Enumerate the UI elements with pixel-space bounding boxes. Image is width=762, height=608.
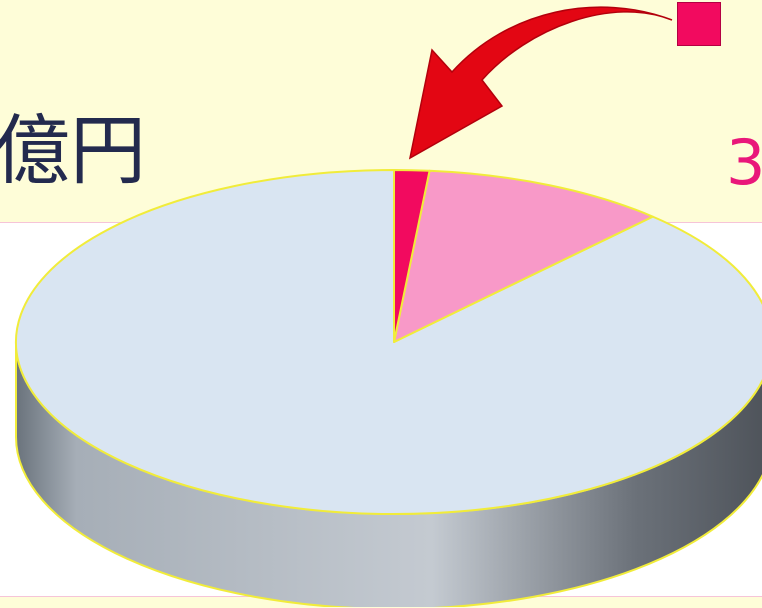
pie-slice-2 — [393, 169, 654, 343]
value-fragment: 3 — [726, 126, 762, 199]
pie-slice-1 — [393, 169, 431, 343]
legend-swatch — [677, 2, 721, 46]
callout-arrow-icon — [408, 6, 673, 160]
title-fragment: 億円 — [0, 106, 146, 195]
pie-slice-3 — [15, 169, 762, 515]
